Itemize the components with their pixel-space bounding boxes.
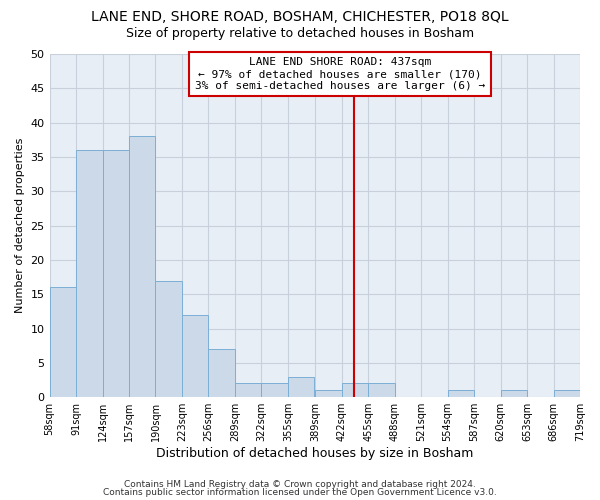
Bar xyxy=(554,390,580,397)
Text: Contains HM Land Registry data © Crown copyright and database right 2024.: Contains HM Land Registry data © Crown c… xyxy=(124,480,476,489)
Bar xyxy=(235,384,262,397)
Text: Contains public sector information licensed under the Open Government Licence v3: Contains public sector information licen… xyxy=(103,488,497,497)
X-axis label: Distribution of detached houses by size in Bosham: Distribution of detached houses by size … xyxy=(156,447,473,460)
Bar xyxy=(315,390,341,397)
Bar xyxy=(341,384,368,397)
Bar xyxy=(76,150,103,397)
Bar xyxy=(103,150,129,397)
Bar xyxy=(129,136,155,397)
Bar xyxy=(368,384,395,397)
Y-axis label: Number of detached properties: Number of detached properties xyxy=(15,138,25,314)
Bar xyxy=(500,390,527,397)
Text: Size of property relative to detached houses in Bosham: Size of property relative to detached ho… xyxy=(126,28,474,40)
Bar xyxy=(50,288,76,397)
Text: LANE END, SHORE ROAD, BOSHAM, CHICHESTER, PO18 8QL: LANE END, SHORE ROAD, BOSHAM, CHICHESTER… xyxy=(91,10,509,24)
Bar xyxy=(448,390,474,397)
Bar xyxy=(208,349,235,397)
Text: LANE END SHORE ROAD: 437sqm
← 97% of detached houses are smaller (170)
3% of sem: LANE END SHORE ROAD: 437sqm ← 97% of det… xyxy=(195,58,485,90)
Bar xyxy=(182,315,208,397)
Bar xyxy=(288,376,314,397)
Bar xyxy=(262,384,288,397)
Bar xyxy=(155,280,182,397)
